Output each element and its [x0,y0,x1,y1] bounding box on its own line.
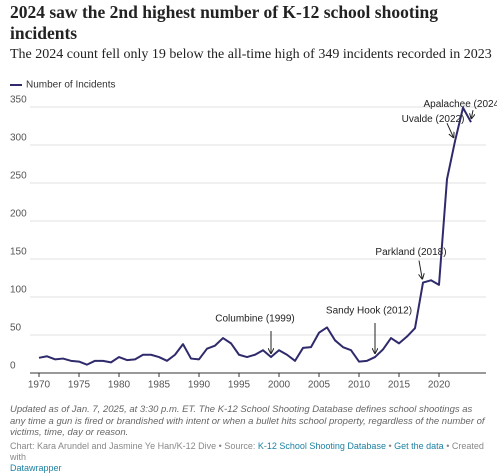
x-tick-label: 1975 [68,380,91,391]
annotation: Uvalde (2022) [402,114,465,125]
note: Updated as of Jan. 7, 2025, at 3:30 p.m.… [10,404,485,438]
x-tick-label: 1970 [28,380,51,391]
y-tick-label: 250 [10,171,27,182]
source-label: Source: [224,441,256,451]
y-tick-label: 50 [10,323,22,334]
source: Chart: Kara Arundel and Jasmine Ye Han/K… [10,441,490,474]
data-link[interactable]: Get the data [394,441,444,451]
annotation-arrow [419,260,422,279]
credit: Chart: Kara Arundel and Jasmine Ye Han/K… [10,441,217,451]
y-tick-label: 200 [10,209,27,220]
x-tick-label: 1985 [148,380,171,391]
y-tick-label: 100 [10,285,27,296]
line [38,106,472,366]
x-tick-label: 2020 [428,380,451,391]
annotation: Apalachee (2024) [424,99,497,110]
y-tick-label: 300 [10,133,27,144]
separator: • [446,441,450,451]
x-tick-label: 2015 [388,380,411,391]
separator: • [218,441,222,451]
x-tick-label: 1980 [108,380,131,391]
legend-label: Number of Incidents [26,80,116,91]
chart: 0 50 100 150 200 250 300 350 1970 1975 1980 1985 199… [10,80,497,391]
annotation: Sandy Hook (2012) [326,306,412,317]
title: 2024 saw the 2nd highest number of K-12 … [10,2,438,43]
x-tick-label: 2010 [348,380,371,391]
annotation-arrow [446,122,453,137]
x-tick-label: 1990 [188,380,211,391]
separator: • [388,441,392,451]
annotation-arrow [471,110,473,118]
y-tick-label: 350 [10,95,27,106]
x-tick-label: 2005 [308,380,331,391]
annotation: Parkland (2018) [375,247,446,258]
source-link[interactable]: K-12 School Shooting Database [257,441,386,451]
y-tick-label: 150 [10,247,27,258]
x-tick-label: 2000 [268,380,291,391]
tool-link[interactable]: Datawrapper [10,463,62,473]
annotation: Columbine (1999) [215,314,295,325]
page: {"chart_data": {"type": "line", "title":… [10,2,497,473]
x-tick-label: 1995 [228,380,251,391]
created-label: Created with [10,441,484,462]
subtitle: The 2024 count fell only 19 below the al… [10,47,492,62]
y-tick-label: 0 [10,361,16,372]
